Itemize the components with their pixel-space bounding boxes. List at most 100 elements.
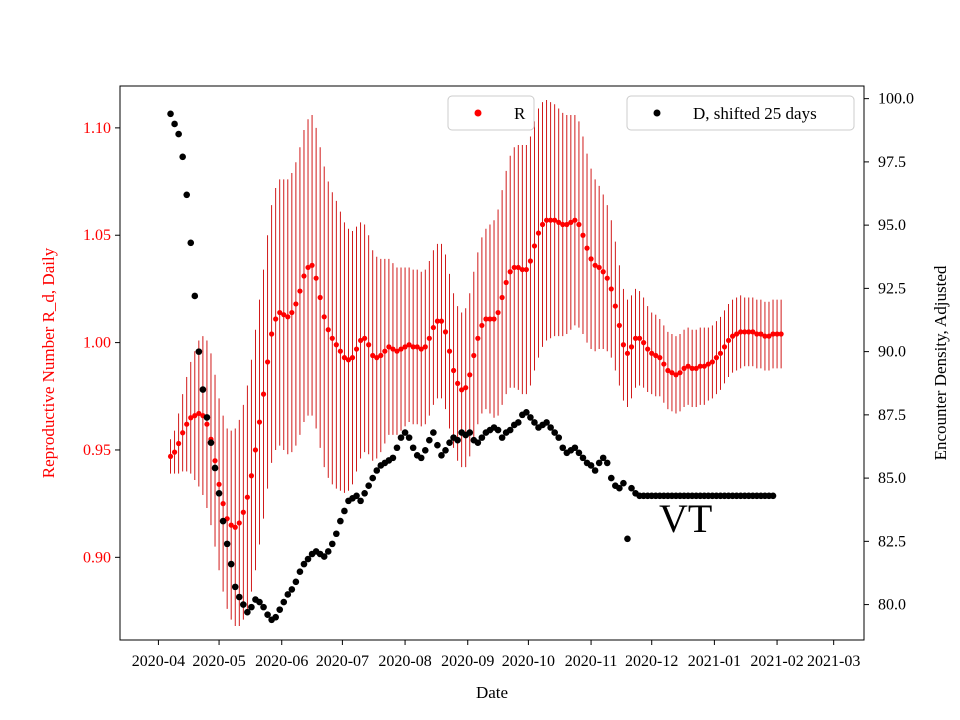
r-point xyxy=(426,335,432,341)
d-point xyxy=(240,601,247,608)
r-point xyxy=(260,391,267,397)
y-right-tick-label: 90.0 xyxy=(878,344,906,361)
x-tick-label: 2020-12 xyxy=(625,653,678,670)
d-point xyxy=(300,560,308,568)
r-point xyxy=(378,352,384,359)
r-point xyxy=(600,269,606,275)
d-point xyxy=(607,474,615,482)
d-point xyxy=(203,414,211,421)
r-point xyxy=(503,279,509,286)
d-point xyxy=(215,489,223,497)
r-point xyxy=(766,333,772,339)
r-point xyxy=(264,359,271,365)
d-point xyxy=(616,484,623,492)
plot-frame xyxy=(119,85,865,641)
r-point xyxy=(232,524,238,530)
d-point xyxy=(494,426,502,434)
y-left-tick-label: 1.05 xyxy=(83,227,111,244)
r-point xyxy=(734,331,740,337)
d-point xyxy=(514,419,522,426)
y-right-tick-label: 85.0 xyxy=(878,470,906,487)
d-point xyxy=(187,239,195,247)
y-right-tick-label: 92.5 xyxy=(878,280,906,297)
r-point xyxy=(709,359,715,365)
y-right-axis: 80.0 82.5 85.0 87.5 90.0 92.5 95.0 97.5 100.0 xyxy=(864,91,914,614)
y-left-axis: 0.90 0.95 1.00 1.05 1.10 xyxy=(83,120,120,566)
d-point xyxy=(624,535,631,543)
r-point xyxy=(543,217,550,223)
r-point xyxy=(386,344,392,350)
d-point xyxy=(369,474,377,482)
r-point xyxy=(568,219,574,225)
r-point xyxy=(329,335,335,341)
r-point xyxy=(725,337,732,344)
d-point xyxy=(179,153,186,161)
r-point xyxy=(475,335,481,341)
r-point xyxy=(548,217,554,223)
r-point xyxy=(220,501,226,507)
r-point xyxy=(414,344,420,350)
r-point xyxy=(357,337,364,344)
y-right-tick-label: 97.5 xyxy=(878,154,906,171)
r-point xyxy=(285,314,291,320)
r-point xyxy=(657,355,663,361)
d-series-points xyxy=(167,110,777,624)
y-right-tick-label: 87.5 xyxy=(878,407,906,424)
d-point xyxy=(409,444,417,452)
x-tick-label: 2020-06 xyxy=(255,653,308,670)
r-point xyxy=(523,266,529,273)
legend-r-marker xyxy=(474,109,482,117)
d-point xyxy=(430,429,437,436)
d-point xyxy=(454,436,461,444)
d-point xyxy=(603,459,611,467)
r-point xyxy=(406,342,412,348)
r-point xyxy=(742,329,748,335)
d-point xyxy=(183,191,191,199)
r-point xyxy=(729,333,736,339)
r-point xyxy=(337,348,343,354)
d-point xyxy=(284,591,292,598)
d-point xyxy=(401,429,409,436)
x-axis: 2020-04 2020-05 2020-06 2020-07 2020-08 2020-… xyxy=(132,640,860,670)
r-point xyxy=(333,342,339,348)
r-point xyxy=(467,372,473,378)
x-tick-label: 2020-04 xyxy=(132,653,185,670)
x-tick-label: 2020-09 xyxy=(441,653,494,670)
r-point xyxy=(398,346,404,352)
r-point xyxy=(560,221,566,228)
d-point xyxy=(276,606,284,613)
d-point xyxy=(373,467,381,474)
r-point xyxy=(539,221,546,228)
r-point xyxy=(370,352,376,359)
d-point xyxy=(304,555,312,563)
x-tick-label: 2021-02 xyxy=(750,653,803,670)
r-point xyxy=(410,344,416,350)
r-point xyxy=(612,303,618,309)
r-point xyxy=(689,365,695,371)
r-point xyxy=(301,273,307,279)
legend-r: R xyxy=(447,95,535,131)
d-point xyxy=(207,439,215,446)
r-point xyxy=(273,316,279,322)
r-point xyxy=(188,415,194,421)
r-point xyxy=(705,361,711,367)
y-left-tick-label: 0.90 xyxy=(83,549,111,566)
d-point xyxy=(361,489,368,497)
r-point xyxy=(717,350,724,356)
r-point xyxy=(455,380,461,386)
d-point xyxy=(551,429,558,436)
d-point xyxy=(341,507,348,515)
r-point xyxy=(701,363,707,369)
legend-d: D, shifted 25 days xyxy=(626,95,855,131)
r-point xyxy=(628,344,635,350)
r-point xyxy=(572,217,578,223)
d-point xyxy=(357,497,364,505)
r-point xyxy=(588,256,594,262)
r-point xyxy=(653,352,659,359)
r-point xyxy=(721,344,728,350)
x-axis-label: Date xyxy=(476,683,508,702)
r-point xyxy=(228,522,234,528)
legend-d-label: D, shifted 25 days xyxy=(693,104,817,123)
d-point xyxy=(769,492,777,500)
r-point xyxy=(665,367,671,374)
